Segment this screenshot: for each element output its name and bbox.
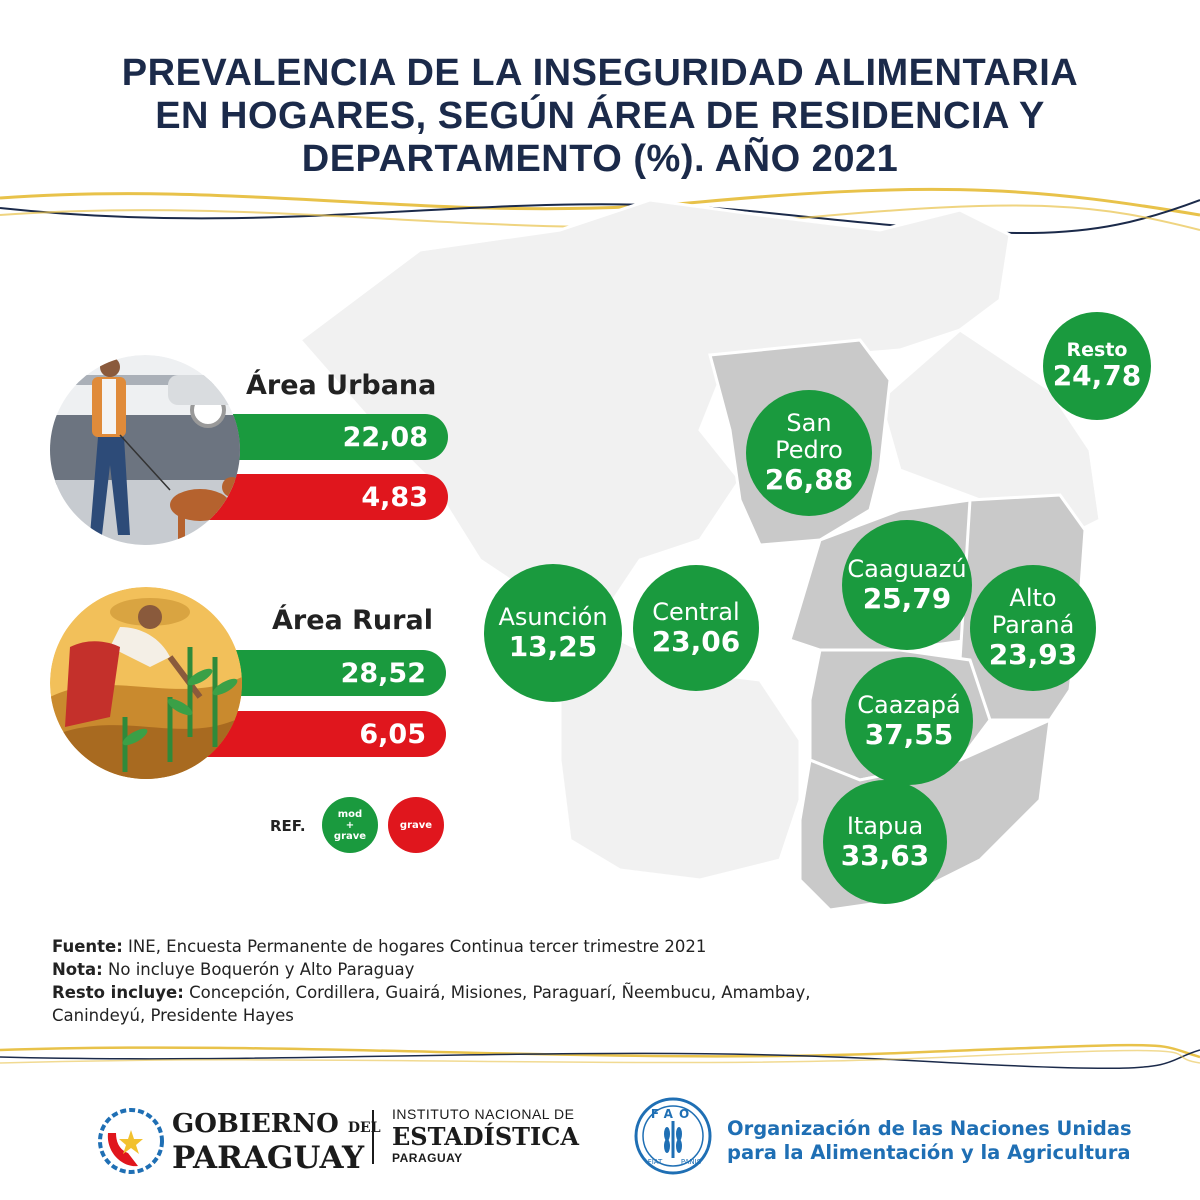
note-label: Nota: (52, 960, 103, 979)
caazapa-label: Caazapá (857, 690, 961, 719)
resto-value: 24,78 (1052, 359, 1142, 392)
central-circle: Central 23,06 (633, 565, 759, 691)
central-label: Central (652, 597, 740, 626)
ine-line3: PARAGUAY (392, 1151, 463, 1165)
ine-wordmark: INSTITUTO NACIONAL DE ESTADÍSTICA PARAGU… (392, 1106, 579, 1165)
resto-label: Resto (1066, 339, 1128, 361)
fao-letters: FAO (651, 1107, 695, 1121)
caazapa-circle: Caazapá 37,55 (845, 657, 973, 785)
ine-line2: ESTADÍSTICA (392, 1122, 579, 1151)
paraguay-coat-of-arms-logo (98, 1108, 164, 1174)
fao-line2: para la Alimentación y la Agricultura (727, 1141, 1131, 1164)
asuncion-label: Asunción (498, 602, 608, 631)
itapua-value: 33,63 (840, 838, 930, 872)
urbana-grave-value: 4,83 (361, 481, 428, 513)
source-note: Fuente: INE, Encuesta Permanente de hoga… (52, 935, 952, 958)
fao-fiat: FIAT (648, 1158, 663, 1166)
gobierno-del: DEL (347, 1120, 381, 1136)
urbana-mod-grave-value: 22,08 (342, 421, 428, 453)
gobierno-line1: GOBIERNO (172, 1109, 339, 1139)
caazapa-value: 37,55 (864, 717, 954, 751)
footer-divider (372, 1110, 374, 1164)
asuncion-value: 13,25 (508, 629, 598, 663)
rural-title: Área Rural (272, 605, 433, 636)
source-text: INE, Encuesta Permanente de hogares Cont… (122, 937, 707, 956)
fao-logo: FAO FIAT PANIS (634, 1097, 712, 1175)
rural-mod-grave-value: 28,52 (340, 657, 426, 689)
rural-grave-value: 6,05 (359, 718, 426, 750)
title-line-2: EN HOGARES, SEGÚN ÁREA DE RESIDENCIA Y (155, 95, 1045, 137)
central-value: 23,06 (651, 624, 741, 658)
caaguazu-value: 25,79 (862, 581, 952, 615)
ine-line1: INSTITUTO NACIONAL DE (392, 1106, 575, 1122)
exclusion-note: Nota: No incluye Boquerón y Alto Paragua… (52, 958, 952, 981)
san-pedro-label: San Pedro (775, 409, 843, 464)
caaguazu-circle: Caaguazú 25,79 (842, 520, 972, 650)
legend-grave-dot: grave (388, 797, 444, 853)
alto-parana-value: 23,93 (988, 638, 1078, 671)
resto-circle: Resto 24,78 (1043, 312, 1151, 420)
fao-wordmark: Organización de las Naciones Unidas para… (727, 1117, 1132, 1165)
legend-mod-grave-dot: mod + grave (322, 797, 378, 853)
urbana-title: Área Urbana (246, 370, 437, 401)
note-text: No incluye Boquerón y Alto Paraguay (102, 960, 415, 979)
resto-note-text: Concepción, Cordillera, Guairá, Misiones… (183, 983, 811, 1002)
alto-parana-circle: Alto Paraná 23,93 (970, 565, 1096, 691)
gobierno-line2: PARAGUAY (172, 1140, 365, 1176)
title-line-1: PREVALENCIA DE LA INSEGURIDAD ALIMENTARI… (121, 52, 1079, 94)
resto-note: Resto incluye: Concepción, Cordillera, G… (52, 981, 952, 1004)
page-title: PREVALENCIA DE LA INSEGURIDAD ALIMENTARI… (0, 52, 1200, 181)
itapua-label: Itapua (846, 811, 924, 840)
fao-line1: Organización de las Naciones Unidas (727, 1117, 1132, 1140)
legend-ref-label: REF. (270, 817, 306, 835)
fao-panis: PANIS (681, 1158, 702, 1166)
caaguazu-label: Caaguazú (847, 554, 967, 583)
gobierno-wordmark: GOBIERNO DEL PARAGUAY (172, 1110, 381, 1175)
san-pedro-value: 26,88 (764, 463, 854, 496)
bottom-wave-decoration (0, 1043, 1200, 1070)
san-pedro-circle: San Pedro 26,88 (746, 390, 872, 516)
resto-note-cont: Canindeyú, Presidente Hayes (52, 1006, 294, 1025)
resto-note-label: Resto incluye: (52, 983, 184, 1002)
asuncion-circle: Asunción 13,25 (484, 564, 622, 702)
alto-parana-label: Alto Paraná (991, 584, 1075, 639)
source-label: Fuente: (52, 937, 123, 956)
notes-block: Fuente: INE, Encuesta Permanente de hoga… (52, 935, 952, 1027)
person-walking-dog-illustration (50, 355, 240, 545)
title-line-3: DEPARTAMENTO (%). AÑO 2021 (301, 138, 899, 180)
farmer-in-cornfield-illustration (50, 587, 242, 779)
itapua-circle: Itapua 33,63 (823, 780, 947, 904)
